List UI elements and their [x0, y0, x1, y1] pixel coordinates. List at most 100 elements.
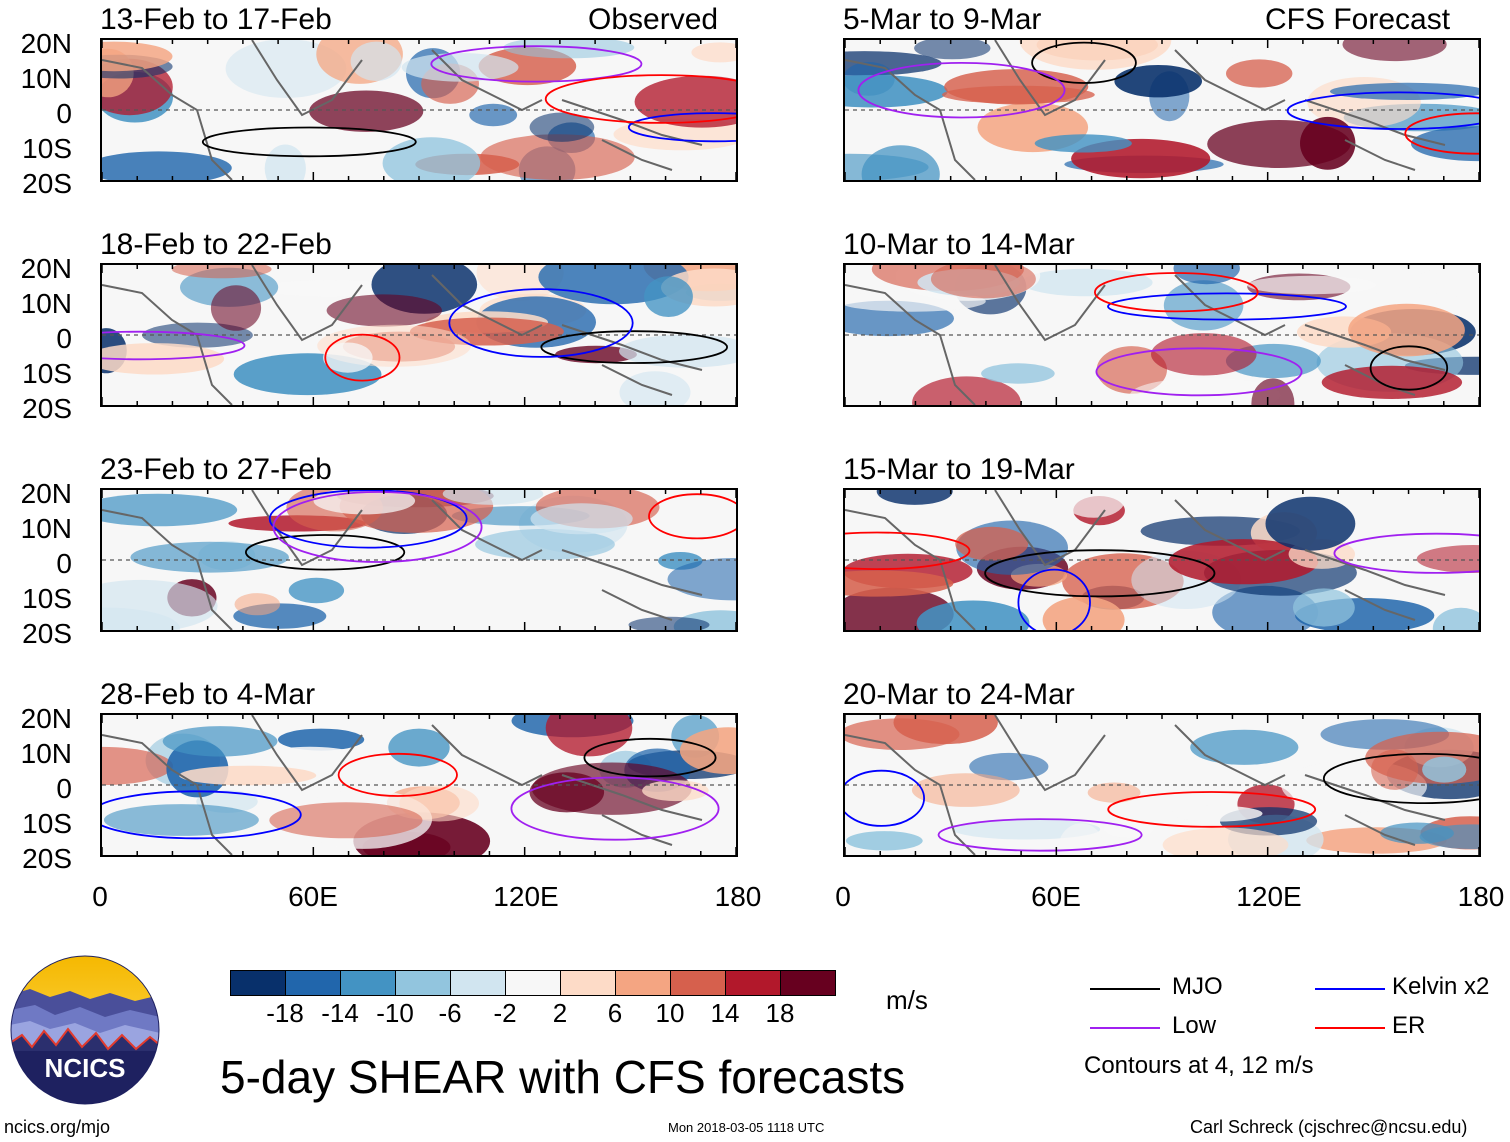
shear-anomaly-patch: [955, 526, 1029, 561]
contour-er: [324, 333, 401, 382]
contour-mjo: [1322, 753, 1479, 804]
contour-low: [510, 776, 720, 841]
shear-anomaly-patch: [529, 112, 595, 142]
shear-anomaly-patch: [1021, 268, 1153, 297]
lat-label-row4-10s: 10S: [22, 808, 72, 839]
shear-anomaly-patch: [1413, 265, 1479, 297]
coastline: [845, 490, 1446, 630]
shear-anomaly-patch: [845, 718, 960, 750]
shear-anomaly-patch: [691, 42, 736, 63]
colorbar-swatch: [615, 970, 671, 996]
colorbar-tick-label: 2: [552, 998, 568, 1028]
lon-label-left-0: 0: [92, 881, 108, 912]
ncics-logo: NCICS: [10, 955, 160, 1105]
colorbar-tick-label: -18: [266, 998, 304, 1028]
shear-anomaly-patch: [264, 144, 306, 180]
lat-label-row2-20n: 20N: [20, 253, 72, 284]
legend-text-er: ER: [1392, 1012, 1426, 1039]
shear-anomaly-patch: [1380, 822, 1454, 844]
colorbar-swatch: [725, 970, 781, 996]
colorbar-swatch: [340, 970, 396, 996]
map-panel-2: [100, 263, 738, 407]
shear-anomaly-patch: [1130, 377, 1281, 405]
shear-anomaly-patch: [545, 715, 633, 757]
contour-kelvin-x2: [268, 490, 468, 549]
main-title: 5-day SHEAR with CFS forecasts: [220, 1051, 906, 1103]
shear-anomaly-patch: [1151, 333, 1257, 376]
contour-kelvin-x2: [1017, 568, 1091, 630]
shear-anomaly-patch: [914, 40, 991, 60]
shear-anomaly-patch: [1019, 40, 1172, 70]
shear-anomaly-patch: [1329, 82, 1479, 100]
map-panel-6: [843, 263, 1481, 407]
panel-title-2: 18-Feb to 22-Feb: [100, 228, 332, 261]
shear-anomaly-patch: [469, 103, 518, 127]
shear-anomaly-patch: [619, 334, 736, 368]
colorbar-tick-label: 18: [765, 998, 795, 1028]
logo-text: NCICS: [45, 1053, 126, 1083]
map-panel-3: [100, 488, 738, 632]
units-label: m/s: [886, 985, 928, 1015]
colorbar-tick-label: 10: [655, 998, 685, 1028]
contour-er: [845, 531, 971, 570]
shear-anomaly-patch: [288, 577, 345, 604]
lat-label-row2-0: 0: [56, 323, 72, 354]
shear-anomaly-patch: [309, 90, 424, 132]
map-panel-4: [100, 713, 738, 857]
colorbar-swatch: [560, 970, 616, 996]
coastline: [845, 40, 1446, 180]
map-panel-1: [100, 38, 738, 182]
shear-anomaly-patch: [1321, 365, 1463, 399]
contour-er: [544, 74, 736, 124]
shear-anomaly-patch: [642, 780, 709, 802]
lat-label-row3-10n: 10N: [20, 513, 72, 544]
footer-url: ncics.org/mjo: [4, 1117, 111, 1137]
contour-kelvin-x2: [1107, 292, 1347, 321]
coastline: [102, 715, 703, 855]
shear-anomaly-patch: [861, 145, 940, 180]
shear-anomaly-patch: [644, 276, 693, 317]
shear-anomaly-patch: [1371, 749, 1419, 790]
forecast-label: CFS Forecast: [1265, 3, 1451, 36]
shear-anomaly-patch: [634, 75, 736, 128]
lon-label-left-120e: 120E: [493, 881, 559, 912]
shear-anomaly-patch: [912, 376, 1021, 405]
contour-low: [937, 818, 1143, 852]
shear-anomaly-patch: [1042, 596, 1125, 630]
panel-title-1: 13-Feb to 17-Feb: [100, 3, 332, 36]
shear-anomaly-patch: [1207, 120, 1351, 168]
contour-kelvin-x2: [1286, 91, 1479, 130]
shear-anomaly-patch: [1265, 496, 1356, 551]
lon-label-left-180: 180: [714, 881, 762, 912]
contour-levels-text: Contours at 4, 12 m/s: [1084, 1052, 1314, 1079]
shear-anomaly-patch: [1422, 756, 1467, 783]
shear-anomaly-patch: [1348, 303, 1465, 357]
shear-anomaly-patch: [1416, 545, 1479, 573]
panel-title-3: 23-Feb to 27-Feb: [100, 453, 332, 486]
contour-kelvin-x2: [845, 769, 925, 827]
shear-anomaly-patch: [1411, 126, 1479, 162]
lon-label-right-60e: 60E: [1031, 881, 1081, 912]
lat-label-row2-10n: 10N: [20, 288, 72, 319]
shear-anomaly-patch: [1034, 134, 1132, 153]
shear-anomaly-patch: [388, 728, 450, 767]
contour-mjo: [1369, 345, 1449, 391]
panel-title-5: 5-Mar to 9-Mar: [843, 3, 1042, 36]
shear-anomaly-patch: [102, 493, 238, 527]
shear-anomaly-patch: [1212, 585, 1319, 630]
lat-label-row4-10n: 10N: [20, 738, 72, 769]
panel-title-6: 10-Mar to 14-Mar: [843, 228, 1075, 261]
shear-anomaly-patch: [916, 600, 1030, 630]
shear-anomaly-patch: [619, 371, 691, 405]
contour-low: [857, 62, 1066, 119]
colorbar-tick-label: 14: [710, 998, 740, 1028]
shear-anomaly-patch: [981, 363, 1055, 384]
contour-mjo: [1031, 41, 1137, 84]
shear-anomaly-patch: [269, 802, 423, 839]
legend-text-low: Low: [1172, 1012, 1217, 1039]
shear-anomaly-patch: [1114, 65, 1202, 98]
shear-anomaly-patch: [350, 41, 402, 81]
contour-er: [1093, 272, 1259, 313]
shear-anomaly-patch: [876, 490, 953, 505]
legend-text-kelvin: Kelvin x2: [1392, 973, 1490, 1000]
